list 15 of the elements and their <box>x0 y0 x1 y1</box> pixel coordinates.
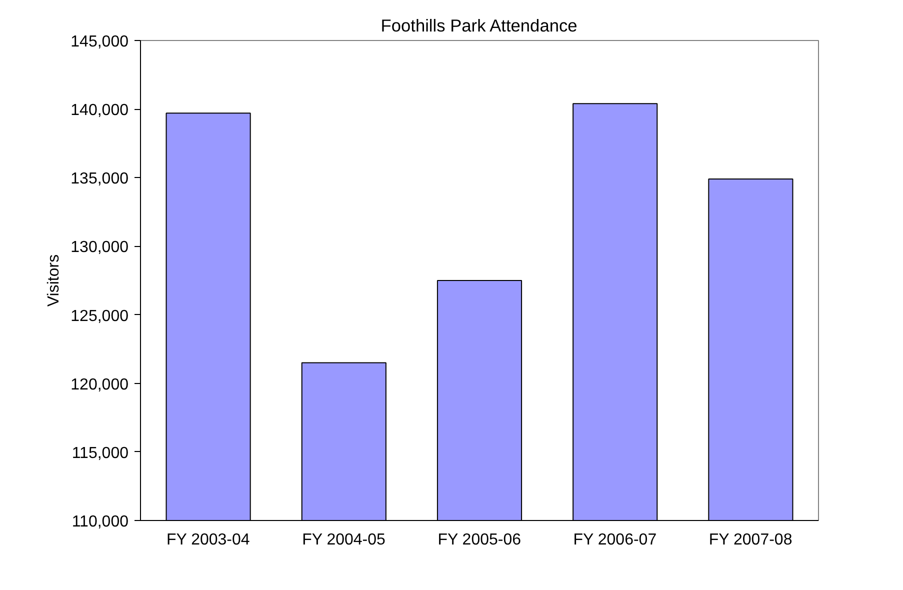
x-tick-label: FY 2005-06 <box>438 532 522 548</box>
y-axis-title: Visitors <box>46 254 63 307</box>
y-tick-label: 125,000 <box>70 308 129 325</box>
y-tick-label: 115,000 <box>72 444 129 462</box>
x-tick-label: FY 2004-05 <box>302 532 386 548</box>
y-tick-label: 135,000 <box>70 170 129 188</box>
y-tick-label: 130,000 <box>70 239 129 256</box>
x-tick-label: FY 2007-08 <box>708 532 792 548</box>
x-tick-label: FY 2003-04 <box>166 532 250 548</box>
y-tick-label: 140,000 <box>70 102 129 120</box>
y-tick-label: 110,000 <box>72 514 129 530</box>
y-tick-label: 120,000 <box>70 376 129 394</box>
y-tick-label: 145,000 <box>70 34 129 50</box>
x-tick-label: FY 2006-07 <box>573 532 657 548</box>
chart-title: Foothills Park Attendance <box>380 16 578 36</box>
